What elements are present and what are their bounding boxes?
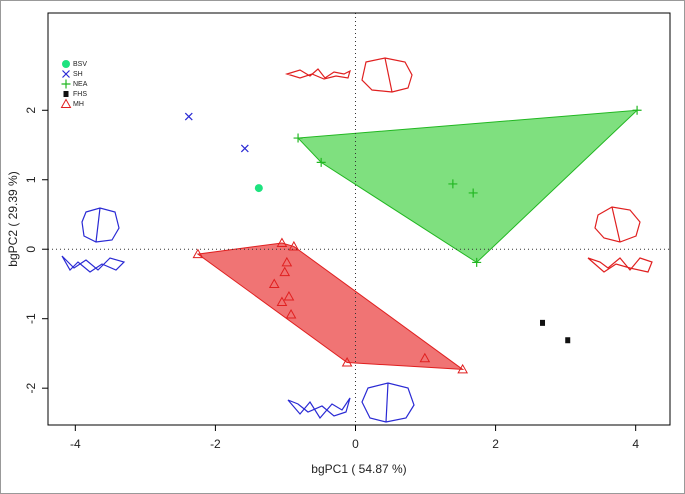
point bbox=[419, 352, 431, 363]
legend-label: NEA bbox=[73, 81, 88, 88]
y-tick-label: 0 bbox=[24, 246, 38, 253]
legend-label: SH bbox=[73, 71, 83, 78]
point bbox=[448, 179, 458, 189]
point bbox=[268, 278, 280, 288]
x-tick-label: -2 bbox=[210, 437, 221, 451]
point bbox=[468, 188, 478, 198]
point bbox=[285, 309, 297, 319]
point bbox=[565, 337, 571, 344]
outline bbox=[361, 382, 415, 423]
axes-box bbox=[47, 12, 671, 426]
legend-label: MH bbox=[73, 101, 84, 108]
point bbox=[281, 256, 293, 267]
shape-outlines bbox=[61, 57, 653, 423]
point bbox=[472, 257, 482, 267]
point bbox=[184, 112, 193, 121]
legend-swatch bbox=[62, 70, 70, 78]
y-tick-label: 1 bbox=[24, 176, 38, 183]
legend-swatch bbox=[63, 91, 69, 97]
x-tick-label: 0 bbox=[352, 437, 359, 451]
point bbox=[457, 363, 469, 374]
outline bbox=[61, 255, 126, 273]
x-tick-label: 2 bbox=[492, 437, 499, 451]
outline bbox=[284, 68, 351, 80]
x-tick-label: -4 bbox=[70, 437, 81, 451]
point bbox=[288, 240, 300, 251]
point bbox=[293, 133, 303, 143]
plot-area bbox=[48, 13, 670, 425]
legend-label: BSV bbox=[73, 61, 87, 68]
outline bbox=[594, 206, 641, 243]
point bbox=[540, 319, 546, 326]
x-tick-label: 4 bbox=[632, 437, 639, 451]
y-tick-label: -2 bbox=[24, 383, 38, 394]
legend-swatch bbox=[61, 79, 71, 89]
outline bbox=[81, 207, 120, 243]
x-axis-title: bgPC1 ( 54.87 %) bbox=[311, 462, 406, 476]
hull bbox=[196, 242, 465, 371]
point bbox=[316, 157, 326, 167]
point bbox=[240, 144, 249, 153]
legend-label: FHS bbox=[73, 91, 87, 98]
point bbox=[276, 296, 288, 307]
point bbox=[632, 105, 642, 115]
outline bbox=[361, 57, 413, 93]
point bbox=[279, 266, 291, 277]
legend-swatch bbox=[60, 98, 72, 108]
legend-swatch bbox=[62, 60, 70, 68]
outline bbox=[287, 397, 351, 420]
point bbox=[276, 237, 288, 247]
point bbox=[192, 248, 204, 259]
point bbox=[254, 184, 263, 193]
point bbox=[341, 356, 353, 367]
point bbox=[283, 290, 295, 301]
y-axis-title: bgPC2 ( 29.39 %) bbox=[6, 171, 20, 266]
y-tick-label: -1 bbox=[24, 313, 38, 324]
outline bbox=[587, 257, 653, 273]
y-tick-label: 2 bbox=[24, 107, 38, 114]
